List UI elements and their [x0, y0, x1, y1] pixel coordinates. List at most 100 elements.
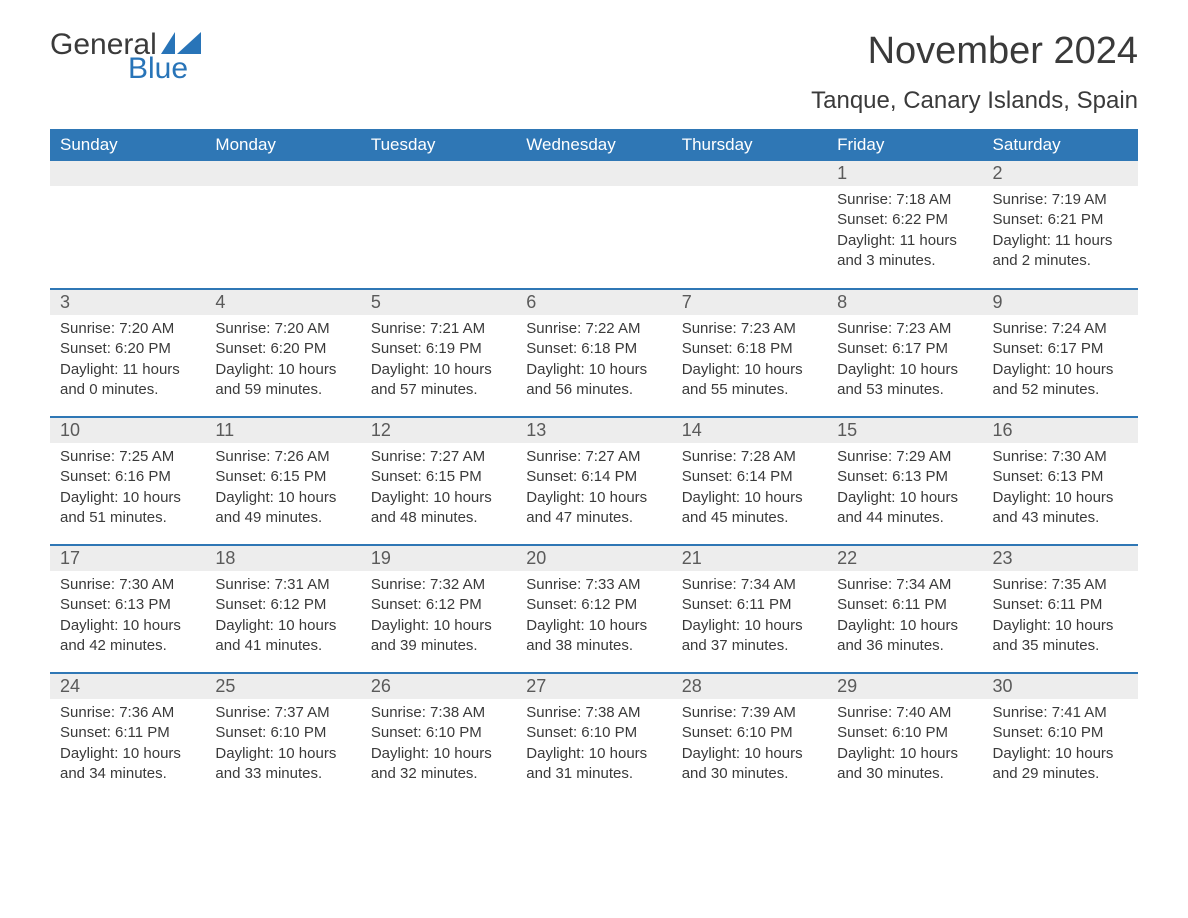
daynum-row: 2 [983, 161, 1138, 186]
daylight-text: Daylight: 10 hours and 55 minutes. [682, 360, 817, 401]
day-number: 15 [827, 418, 982, 443]
day-body: Sunrise: 7:31 AMSunset: 6:12 PMDaylight:… [205, 571, 360, 664]
day-number: 20 [516, 546, 671, 571]
sunset-text: Sunset: 6:14 PM [526, 467, 661, 487]
daylight-text: Daylight: 10 hours and 57 minutes. [371, 360, 506, 401]
day-number: 7 [672, 290, 827, 315]
daynum-row: 28 [672, 674, 827, 699]
daylight-text: Daylight: 10 hours and 36 minutes. [837, 616, 972, 657]
sunrise-text: Sunrise: 7:32 AM [371, 575, 506, 595]
daynum-row: 13 [516, 418, 671, 443]
day-number: 16 [983, 418, 1138, 443]
sunset-text: Sunset: 6:21 PM [993, 210, 1128, 230]
sunset-text: Sunset: 6:22 PM [837, 210, 972, 230]
day-cell: 26Sunrise: 7:38 AMSunset: 6:10 PMDayligh… [361, 673, 516, 801]
day-cell: 24Sunrise: 7:36 AMSunset: 6:11 PMDayligh… [50, 673, 205, 801]
day-number: 23 [983, 546, 1138, 571]
sunrise-text: Sunrise: 7:24 AM [993, 319, 1128, 339]
sunset-text: Sunset: 6:12 PM [215, 595, 350, 615]
day-cell: 17Sunrise: 7:30 AMSunset: 6:13 PMDayligh… [50, 545, 205, 673]
sunrise-text: Sunrise: 7:29 AM [837, 447, 972, 467]
daylight-text: Daylight: 11 hours and 3 minutes. [837, 231, 972, 272]
sunrise-text: Sunrise: 7:26 AM [215, 447, 350, 467]
sunset-text: Sunset: 6:15 PM [215, 467, 350, 487]
daynum-row: 4 [205, 290, 360, 315]
daylight-text: Daylight: 10 hours and 30 minutes. [682, 744, 817, 785]
day-number: 27 [516, 674, 671, 699]
daylight-text: Daylight: 10 hours and 29 minutes. [993, 744, 1128, 785]
week-row: 3Sunrise: 7:20 AMSunset: 6:20 PMDaylight… [50, 289, 1138, 417]
day-number: 11 [205, 418, 360, 443]
sunset-text: Sunset: 6:12 PM [371, 595, 506, 615]
day-cell: 15Sunrise: 7:29 AMSunset: 6:13 PMDayligh… [827, 417, 982, 545]
day-cell [516, 161, 671, 289]
day-body: Sunrise: 7:41 AMSunset: 6:10 PMDaylight:… [983, 699, 1138, 792]
sunrise-text: Sunrise: 7:23 AM [837, 319, 972, 339]
daynum-row: 16 [983, 418, 1138, 443]
daylight-text: Daylight: 10 hours and 35 minutes. [993, 616, 1128, 657]
daylight-text: Daylight: 10 hours and 48 minutes. [371, 488, 506, 529]
sunset-text: Sunset: 6:18 PM [682, 339, 817, 359]
sunrise-text: Sunrise: 7:20 AM [215, 319, 350, 339]
daylight-text: Daylight: 10 hours and 59 minutes. [215, 360, 350, 401]
daynum-row: 25 [205, 674, 360, 699]
day-header: Thursday [672, 129, 827, 161]
daynum-row: 9 [983, 290, 1138, 315]
sunset-text: Sunset: 6:10 PM [837, 723, 972, 743]
logo-text-blue: Blue [128, 54, 201, 84]
day-number: 3 [50, 290, 205, 315]
daynum-row: 29 [827, 674, 982, 699]
day-cell: 10Sunrise: 7:25 AMSunset: 6:16 PMDayligh… [50, 417, 205, 545]
daylight-text: Daylight: 10 hours and 30 minutes. [837, 744, 972, 785]
day-body: Sunrise: 7:22 AMSunset: 6:18 PMDaylight:… [516, 315, 671, 408]
daynum-row: 17 [50, 546, 205, 571]
day-cell: 4Sunrise: 7:20 AMSunset: 6:20 PMDaylight… [205, 289, 360, 417]
sunset-text: Sunset: 6:17 PM [993, 339, 1128, 359]
sunset-text: Sunset: 6:17 PM [837, 339, 972, 359]
day-cell: 12Sunrise: 7:27 AMSunset: 6:15 PMDayligh… [361, 417, 516, 545]
sunrise-text: Sunrise: 7:39 AM [682, 703, 817, 723]
sunrise-text: Sunrise: 7:30 AM [60, 575, 195, 595]
daynum-row: 19 [361, 546, 516, 571]
day-cell: 6Sunrise: 7:22 AMSunset: 6:18 PMDaylight… [516, 289, 671, 417]
daylight-text: Daylight: 11 hours and 2 minutes. [993, 231, 1128, 272]
sunrise-text: Sunrise: 7:27 AM [526, 447, 661, 467]
sunrise-text: Sunrise: 7:38 AM [526, 703, 661, 723]
day-number: 10 [50, 418, 205, 443]
day-number: 1 [827, 161, 982, 186]
day-cell: 29Sunrise: 7:40 AMSunset: 6:10 PMDayligh… [827, 673, 982, 801]
day-cell: 5 Sunrise: 7:21 AMSunset: 6:19 PMDaylight… [361, 289, 516, 417]
daynum-row: 26 [361, 674, 516, 699]
daynum-row: 21 [672, 546, 827, 571]
day-number: 5 [361, 290, 516, 315]
day-header: Sunday [50, 129, 205, 161]
daylight-text: Daylight: 10 hours and 34 minutes. [60, 744, 195, 785]
day-header: Monday [205, 129, 360, 161]
day-cell: 2 Sunrise: 7:19 AMSunset: 6:21 PMDaylight… [983, 161, 1138, 289]
sunrise-text: Sunrise: 7:34 AM [837, 575, 972, 595]
day-number: 14 [672, 418, 827, 443]
sunset-text: Sunset: 6:13 PM [60, 595, 195, 615]
sunrise-text: Sunrise: 7:33 AM [526, 575, 661, 595]
day-cell: 18Sunrise: 7:31 AMSunset: 6:12 PMDayligh… [205, 545, 360, 673]
sunset-text: Sunset: 6:19 PM [371, 339, 506, 359]
empty-day-number [50, 161, 205, 186]
day-cell: 25Sunrise: 7:37 AMSunset: 6:10 PMDayligh… [205, 673, 360, 801]
day-body: Sunrise: 7:38 AMSunset: 6:10 PMDaylight:… [516, 699, 671, 792]
empty-day-number [516, 161, 671, 186]
sunrise-text: Sunrise: 7:22 AM [526, 319, 661, 339]
daynum-row: 24 [50, 674, 205, 699]
day-cell: 14Sunrise: 7:28 AMSunset: 6:14 PMDayligh… [672, 417, 827, 545]
day-body: Sunrise: 7:18 AMSunset: 6:22 PMDaylight:… [827, 186, 982, 279]
day-number: 12 [361, 418, 516, 443]
daynum-row: 12 [361, 418, 516, 443]
daylight-text: Daylight: 10 hours and 32 minutes. [371, 744, 506, 785]
day-body: Sunrise: 7:39 AMSunset: 6:10 PMDaylight:… [672, 699, 827, 792]
daynum-row: 18 [205, 546, 360, 571]
day-header: Friday [827, 129, 982, 161]
day-cell: 13Sunrise: 7:27 AMSunset: 6:14 PMDayligh… [516, 417, 671, 545]
sunrise-text: Sunrise: 7:19 AM [993, 190, 1128, 210]
sunrise-text: Sunrise: 7:21 AM [371, 319, 506, 339]
day-body: Sunrise: 7:37 AMSunset: 6:10 PMDaylight:… [205, 699, 360, 792]
daynum-row: 5 [361, 290, 516, 315]
